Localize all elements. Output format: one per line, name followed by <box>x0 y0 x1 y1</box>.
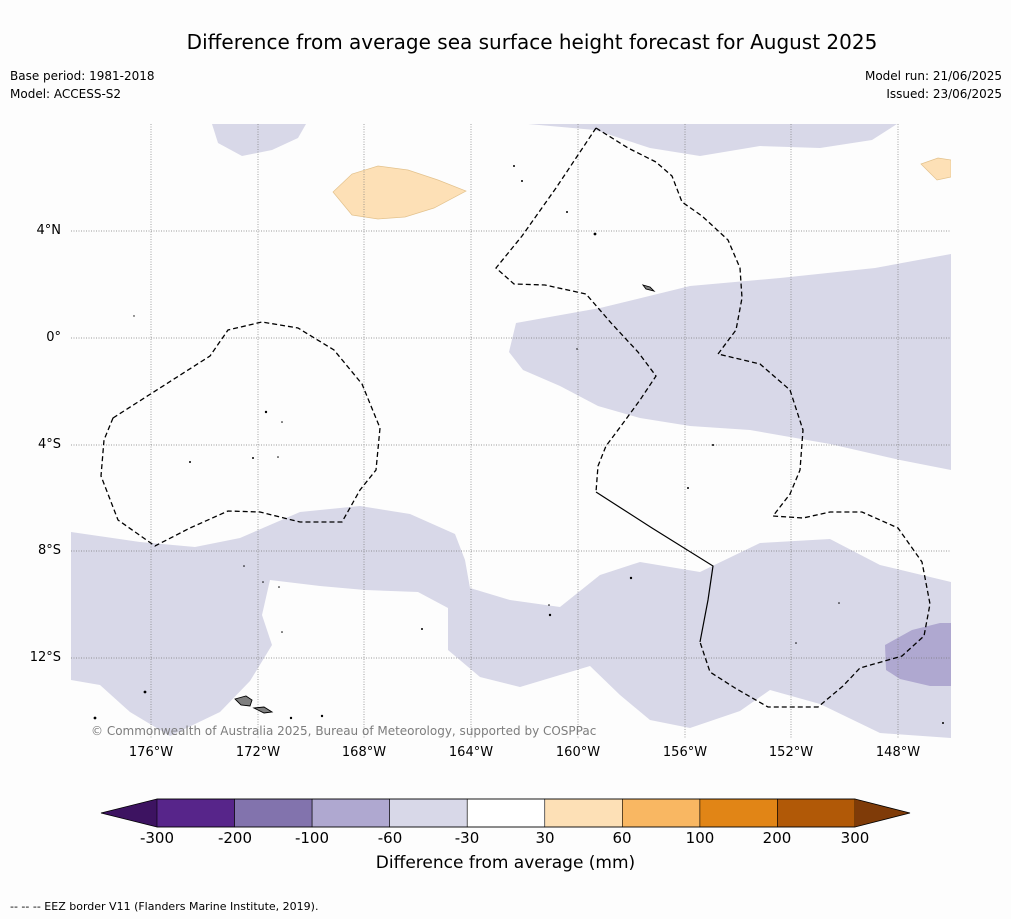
colorbar-swatch <box>311 798 390 828</box>
lon-label-172w: 172°W <box>235 745 281 760</box>
colorbar-tick: 200 <box>762 829 792 847</box>
colorbar <box>100 798 911 828</box>
anomaly-region-negative-north-2 <box>528 124 897 156</box>
eez-footnote: -- -- -- EEZ border V11 (Flanders Marine… <box>10 900 319 913</box>
colorbar-tick: 300 <box>840 829 870 847</box>
lon-label-152w: 152°W <box>768 745 814 760</box>
colorbar-outline <box>100 798 911 828</box>
anomaly-region-negative-equatorial <box>509 254 951 470</box>
lon-label-156w: 156°W <box>662 745 708 760</box>
colorbar-swatch <box>466 798 546 828</box>
eez-border-west <box>100 321 381 547</box>
colorbar-extend-low <box>101 799 157 827</box>
graticule <box>71 124 951 738</box>
colorbar-swatch <box>234 798 313 828</box>
colorbar-tick: 30 <box>535 829 555 847</box>
islands <box>234 284 656 714</box>
colorbar-tick: -200 <box>217 829 253 847</box>
eez-borders <box>100 127 931 708</box>
colorbar-swatch <box>699 798 778 828</box>
eez-border-central-west <box>495 127 657 493</box>
atolls <box>93 165 944 724</box>
anomaly-region-negative-south <box>71 506 951 738</box>
colorbar-swatches <box>101 798 910 828</box>
island-kiritimati <box>641 284 656 292</box>
colorbar-label: Difference from average (mm) <box>375 853 636 873</box>
lat-label-4s: 4°S <box>37 437 61 452</box>
lon-label-176w: 176°W <box>128 745 174 760</box>
map-title: Difference from average sea surface heig… <box>186 30 878 54</box>
anomaly-region-positive-2 <box>920 157 951 181</box>
colorbar-tick: -100 <box>294 829 330 847</box>
colorbar-swatch <box>156 798 235 828</box>
colorbar-tick: -300 <box>139 829 175 847</box>
colorbar-swatch <box>777 798 856 828</box>
anomaly-region-positive-1 <box>332 165 467 220</box>
base-period: Base period: 1981-2018 <box>10 69 155 83</box>
colorbar-extend-high <box>855 799 910 827</box>
eez-border-solid-segment <box>595 491 714 643</box>
eez-border-central <box>595 127 931 708</box>
colorbar-tick: -30 <box>454 829 480 847</box>
issued-date: Issued: 23/06/2025 <box>886 87 1002 101</box>
lon-label-160w: 160°W <box>555 745 601 760</box>
island-tutuila <box>252 706 274 714</box>
colorbar-swatch <box>622 798 701 828</box>
lat-label-0: 0° <box>46 330 61 345</box>
colorbar-swatch <box>544 798 623 828</box>
lat-label-12s: 12°S <box>29 650 61 665</box>
copyright-notice: © Commonwealth of Australia 2025, Bureau… <box>91 724 597 738</box>
lat-label-4n: 4°N <box>36 223 62 238</box>
colorbar-tick: 60 <box>612 829 632 847</box>
island-upolu <box>234 695 253 707</box>
lat-label-8s: 8°S <box>37 543 61 558</box>
meta-right: Model run: 21/06/2025 Issued: 23/06/2025 <box>865 67 1002 103</box>
map-plot-area <box>71 124 951 738</box>
colorbar-tick: 100 <box>685 829 715 847</box>
anomaly-region-strong-negative <box>885 623 951 686</box>
lon-label-148w: 148°W <box>875 745 921 760</box>
meta-left: Base period: 1981-2018 Model: ACCESS-S2 <box>10 67 155 103</box>
model-name: Model: ACCESS-S2 <box>10 87 122 101</box>
colorbar-tick: -60 <box>377 829 403 847</box>
anomaly-region-negative-north-1 <box>212 124 306 156</box>
lon-label-168w: 168°W <box>341 745 387 760</box>
model-run: Model run: 21/06/2025 <box>864 69 1002 83</box>
lon-label-164w: 164°W <box>448 745 494 760</box>
colorbar-swatch <box>389 798 468 828</box>
